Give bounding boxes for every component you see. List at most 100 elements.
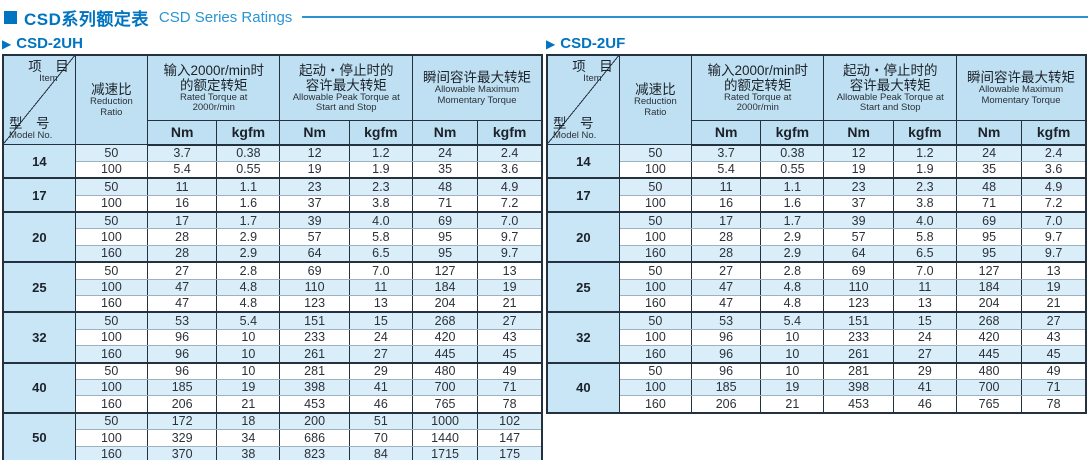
torque-value-cell: 4.8 xyxy=(216,279,281,297)
model-label-en: Model No. xyxy=(9,129,53,141)
torque-value-cell: 11 xyxy=(892,279,957,297)
torque-value-cell: 78 xyxy=(477,395,543,414)
reduction-ratio-cell: 160 xyxy=(74,345,149,364)
model-number-cell: 32 xyxy=(2,312,76,364)
torque-value-cell: 3.6 xyxy=(477,161,543,180)
torque-value-cell: 47 xyxy=(690,279,762,297)
table-row: 100 47 4.8 110 11 184 19 xyxy=(547,279,1087,297)
item-label-zh: 项 目 xyxy=(28,59,69,74)
torque-value-cell: 17 xyxy=(690,212,762,230)
torque-value-cell: 398 xyxy=(279,379,350,397)
table-name: CSD-2UH xyxy=(16,35,83,52)
diagonal-divider xyxy=(548,56,619,144)
torque-value-cell: 765 xyxy=(411,395,479,414)
torque-value-cell: 5.8 xyxy=(348,228,413,246)
torque-value-cell: 5.4 xyxy=(216,312,281,330)
torque-value-cell: 0.55 xyxy=(216,161,281,180)
torque-value-cell: 23 xyxy=(823,178,894,196)
table-row: 100 28 2.9 57 5.8 95 9.7 xyxy=(3,228,543,246)
torque-value-cell: 765 xyxy=(955,395,1023,414)
model-number-cell: 17 xyxy=(546,178,620,214)
torque-value-cell: 102 xyxy=(477,412,543,431)
torque-value-cell: 27 xyxy=(477,312,543,330)
torque-value-cell: 13 xyxy=(348,295,413,314)
reduction-ratio-cell: 100 xyxy=(618,161,693,180)
unit-nm-header: Nm xyxy=(146,120,218,146)
model-number-cell: 32 xyxy=(546,312,620,364)
torque-value-cell: 95 xyxy=(955,245,1023,264)
table-row: 160 47 4.8 123 13 204 21 xyxy=(547,295,1087,314)
torque-value-cell: 35 xyxy=(411,161,479,180)
table-row: 32 50 53 5.4 151 15 268 27 xyxy=(2,312,543,364)
table-row: 100 5.4 0.55 19 1.9 35 3.6 xyxy=(3,161,543,180)
torque-value-cell: 9.7 xyxy=(1021,228,1087,246)
torque-value-cell: 3.7 xyxy=(146,144,218,162)
torque-value-cell: 21 xyxy=(760,395,825,414)
torque-value-cell: 19 xyxy=(216,379,281,397)
model-label-en: Model No. xyxy=(553,129,597,141)
item-label-zh: 项 目 xyxy=(572,59,613,74)
torque-value-cell: 95 xyxy=(411,245,479,264)
torque-value-cell: 0.38 xyxy=(760,144,825,162)
table-row: 40 50 96 10 281 29 480 49 xyxy=(2,362,543,414)
torque-value-cell: 27 xyxy=(1021,312,1087,330)
torque-value-cell: 19 xyxy=(823,161,894,180)
torque-value-cell: 16 xyxy=(146,195,218,214)
torque-value-cell: 43 xyxy=(1021,329,1087,347)
unit-kgfm-header: kgfm xyxy=(216,120,281,146)
table-row: 20 50 17 1.7 39 4.0 69 7.0 xyxy=(546,212,1087,264)
torque-value-cell: 71 xyxy=(1021,379,1087,397)
corner-header-cell: 项 目 Item 型 号 Model No. xyxy=(2,54,76,145)
model-number-cell: 25 xyxy=(2,262,76,314)
torque-value-cell: 420 xyxy=(411,329,479,347)
title-rule xyxy=(302,16,1088,18)
torque-value-cell: 268 xyxy=(411,312,479,330)
torque-value-cell: 27 xyxy=(146,262,218,280)
reduction-ratio-cell: 50 xyxy=(74,144,149,162)
table-row: 160 96 10 261 27 445 45 xyxy=(547,345,1087,364)
torque-value-cell: 69 xyxy=(823,262,894,280)
model-number-cell: 40 xyxy=(546,362,620,414)
peak-torque-header: 起动・停止时的 容许最大转矩 Allowable Peak Torque at … xyxy=(823,54,957,122)
torque-value-cell: 46 xyxy=(348,395,413,414)
reduction-ratio-cell: 50 xyxy=(74,178,149,196)
ratings-table-2uh: 项 目 Item 型 号 Model No. 减速比 Reduction xyxy=(2,54,543,460)
torque-value-cell: 4.8 xyxy=(216,295,281,314)
torque-value-cell: 21 xyxy=(477,295,543,314)
model-number-cell: 17 xyxy=(2,178,76,214)
torque-value-cell: 420 xyxy=(955,329,1023,347)
table-row: 160 206 21 453 46 765 78 xyxy=(3,395,543,414)
torque-value-cell: 233 xyxy=(823,329,894,347)
table-row: 100 96 10 233 24 420 43 xyxy=(547,329,1087,347)
table-body-2uh: 14 50 3.7 0.38 12 1.2 24 2.4 100 5.4 0.55 19 1.9 35 3.… xyxy=(2,144,543,460)
torque-value-cell: 329 xyxy=(146,429,218,447)
torque-value-cell: 46 xyxy=(892,395,957,414)
torque-value-cell: 281 xyxy=(823,362,894,380)
table-row: 100 5.4 0.55 19 1.9 35 3.6 xyxy=(547,161,1087,180)
table-row: 100 28 2.9 57 5.8 95 9.7 xyxy=(547,228,1087,246)
torque-value-cell: 96 xyxy=(690,362,762,380)
torque-value-cell: 823 xyxy=(279,446,350,460)
reduction-ratio-cell: 100 xyxy=(74,279,149,297)
reduction-ratio-cell: 100 xyxy=(74,228,149,246)
ratings-table-2uf: 项 目 Item 型 号 Model No. 减速比 Reduction xyxy=(546,54,1087,414)
torque-value-cell: 51 xyxy=(348,412,413,431)
torque-value-cell: 41 xyxy=(892,379,957,397)
table-row: 160 96 10 261 27 445 45 xyxy=(3,345,543,364)
reduction-ratio-cell: 160 xyxy=(74,295,149,314)
torque-value-cell: 84 xyxy=(348,446,413,460)
torque-value-cell: 453 xyxy=(279,395,350,414)
torque-value-cell: 172 xyxy=(146,412,218,431)
torque-value-cell: 445 xyxy=(411,345,479,364)
table-row: 17 50 11 1.1 23 2.3 48 4.9 xyxy=(2,178,543,214)
torque-value-cell: 24 xyxy=(348,329,413,347)
page-title-en: CSD Series Ratings xyxy=(158,8,293,26)
torque-value-cell: 261 xyxy=(823,345,894,364)
torque-value-cell: 57 xyxy=(279,228,350,246)
torque-value-cell: 7.0 xyxy=(892,262,957,280)
torque-value-cell: 15 xyxy=(348,312,413,330)
torque-value-cell: 200 xyxy=(279,412,350,431)
reduction-ratio-cell: 50 xyxy=(74,312,149,330)
torque-value-cell: 27 xyxy=(690,262,762,280)
torque-value-cell: 96 xyxy=(146,362,218,380)
